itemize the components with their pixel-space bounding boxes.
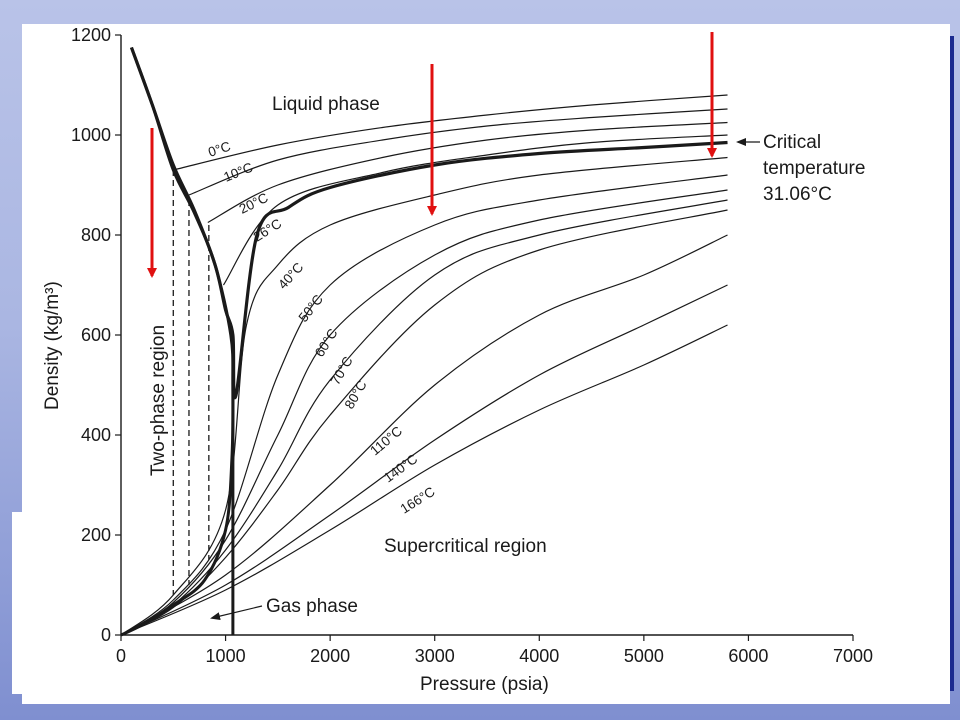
curve-label: 80°C [342,378,370,412]
curve-label: 140°C [381,451,420,485]
x-tick-label: 4000 [519,646,559,666]
x-tick-label: 1000 [206,646,246,666]
curve-labels: 0°C10°C 20°C26°C 40°C50°C60°C70°C80°C 110°C… [206,139,437,517]
x-tick-label: 0 [116,646,126,666]
two-phase-region-label: Two-phase region [148,325,169,476]
supercritical-region-label: Supercritical region [384,536,547,557]
isotherm-curve [120,324,728,636]
critical-label-line1: Critical [763,132,821,153]
gas-phase-pointer-arrow [210,605,263,621]
isotherm-curve [120,284,728,636]
isotherm-curve [173,94,728,171]
curve-label: 110°C [367,423,405,458]
x-tick-label: 5000 [624,646,664,666]
isotherm-curve [120,199,728,636]
isotherm-curve [120,156,728,636]
curve-label: 0°C [206,139,232,160]
isotherm-curve [222,134,728,286]
x-axis-label: Pressure (psia) [420,674,549,695]
curve-label: 26°C [251,216,285,245]
y-tick-label: 0 [101,625,111,645]
curve-label: 60°C [312,326,341,360]
x-tick-label: 7000 [833,646,873,666]
isotherm-curve [120,234,728,636]
gas-phase-label: Gas phase [266,596,358,617]
y-tick-label: 1000 [71,125,111,145]
phase-boundary [120,46,235,637]
x-tick-label: 3000 [415,646,455,666]
y-tick-label: 200 [81,525,111,545]
saturation-dome-curve [120,46,235,637]
curve-label: 40°C [275,259,306,292]
isotherm-curves [120,46,728,636]
critical-label-line2: temperature [763,158,865,179]
isotherm-curve [207,121,728,224]
slide-accent-bar [948,36,954,691]
critical-label-line3: 31.06°C [763,184,832,205]
isotherm-curve [120,189,728,636]
y-axis-label: Density (kg/m³) [42,281,63,410]
liquid-phase-label: Liquid phase [272,94,380,115]
critical-isotherm-curve [129,46,728,400]
curve-label: 70°C [328,354,356,388]
x-tick-label: 6000 [728,646,768,666]
y-tick-label: 400 [81,425,111,445]
isotherm-curve [120,209,728,636]
axes: 0 1000 2000 3000 4000 5000 6000 7000 0 200 400 600 8… [71,25,873,666]
curve-label: 166°C [398,484,438,517]
y-tick-label: 1200 [71,25,111,45]
curve-label: 20°C [237,190,271,217]
isotherm-curve [188,108,728,196]
curve-label: 10°C [222,159,256,184]
curve-label: 50°C [296,292,327,325]
y-tick-label: 800 [81,225,111,245]
isotherm-curve [120,174,728,636]
x-tick-label: 2000 [310,646,350,666]
y-tick-label: 600 [81,325,111,345]
panel-edge [12,512,32,694]
